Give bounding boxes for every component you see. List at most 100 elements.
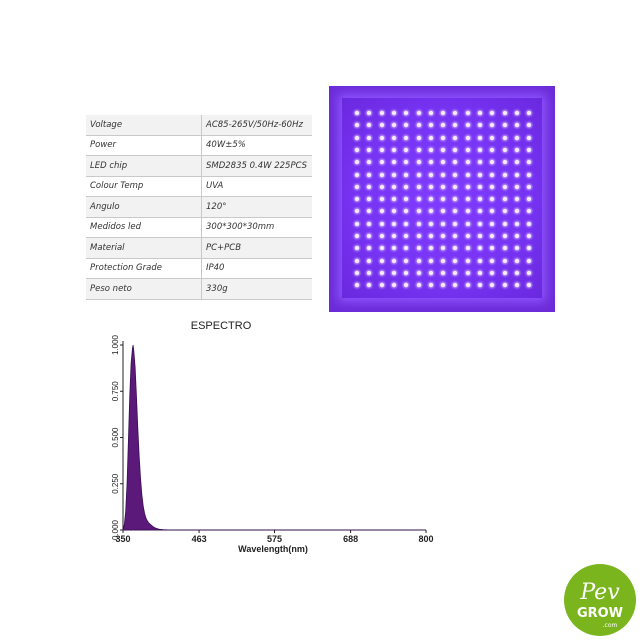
spec-key: Angulo <box>86 196 202 218</box>
led-dot <box>367 135 372 140</box>
led-dot <box>527 209 532 214</box>
led-dot <box>428 209 433 214</box>
led-dot <box>441 160 446 165</box>
led-dot <box>441 270 446 275</box>
led-dot <box>441 209 446 214</box>
led-dot <box>502 147 507 152</box>
led-dot <box>367 111 372 115</box>
led-dot <box>355 160 359 165</box>
led-dot <box>441 135 446 140</box>
led-dot <box>404 147 409 152</box>
led-dot <box>465 135 470 140</box>
led-dot <box>391 209 396 214</box>
led-dot <box>416 258 421 263</box>
spec-key: Medidos led <box>86 217 202 238</box>
led-dot <box>441 246 446 251</box>
uv-panel-photo <box>329 86 555 312</box>
spec-value: 120° <box>201 196 312 218</box>
led-dot <box>490 221 495 226</box>
led-dot <box>404 258 409 263</box>
led-dot <box>490 283 495 288</box>
spec-row: Colour Temp UVA <box>86 176 312 197</box>
led-dot <box>478 160 482 165</box>
led-dot <box>379 221 384 226</box>
led-dot <box>527 258 532 263</box>
spec-table: Voltage AC85-265V/50Hz-60Hz Power 40W±5% LED… <box>86 115 312 300</box>
led-dot <box>379 270 384 275</box>
spectrum-area <box>122 344 426 531</box>
led-dot <box>355 123 359 128</box>
led-dot <box>502 135 507 140</box>
led-dot <box>441 123 446 128</box>
led-dot <box>367 258 372 263</box>
led-dot <box>367 209 372 214</box>
led-dot <box>502 172 507 177</box>
led-dot <box>416 246 421 251</box>
y-tick-label: 0.000 <box>111 519 120 540</box>
led-dot <box>502 270 507 275</box>
led-dot <box>404 197 409 202</box>
led-dot <box>465 147 470 152</box>
y-tick-label: 1.000 <box>111 334 120 355</box>
led-dot <box>490 270 495 275</box>
spec-key: Colour Temp <box>86 176 202 197</box>
led-dot <box>428 111 433 115</box>
spec-row: Voltage AC85-265V/50Hz-60Hz <box>86 115 312 136</box>
led-dot <box>514 147 519 152</box>
led-dot <box>355 258 359 263</box>
led-dot <box>502 234 507 238</box>
led-dot <box>453 221 458 226</box>
led-dot <box>502 197 507 202</box>
led-dot <box>502 283 507 288</box>
led-dot <box>490 111 495 115</box>
led-dot <box>367 283 372 288</box>
led-dot <box>416 123 421 128</box>
led-dot <box>404 283 409 288</box>
led-dot <box>416 270 421 275</box>
led-dot <box>514 111 519 115</box>
led-dot <box>502 111 507 115</box>
led-dot <box>465 234 470 238</box>
led-dot <box>404 123 409 128</box>
led-dot <box>428 184 433 189</box>
spec-key: Protection Grade <box>86 258 202 279</box>
led-dot <box>391 135 396 140</box>
led-dot <box>453 258 458 263</box>
led-dot <box>490 147 495 152</box>
led-dot <box>490 160 495 165</box>
led-dot <box>502 160 507 165</box>
led-dot <box>514 184 519 189</box>
led-dot <box>527 135 532 140</box>
led-dot <box>490 123 495 128</box>
led-dot <box>416 147 421 152</box>
led-dot <box>416 172 421 177</box>
led-dot <box>441 234 446 238</box>
led-dot <box>416 283 421 288</box>
y-tick-label: 0.750 <box>111 381 120 402</box>
led-dot <box>367 172 372 177</box>
spec-row: Medidos led 300*300*30mm <box>86 217 312 238</box>
led-dot <box>441 111 446 115</box>
led-dot <box>441 184 446 189</box>
led-dot <box>367 123 372 128</box>
led-dot <box>527 160 532 165</box>
led-dot <box>379 283 384 288</box>
led-dot <box>527 172 532 177</box>
led-dot <box>379 184 384 189</box>
led-dot <box>527 246 532 251</box>
led-dot <box>465 197 470 202</box>
led-dot <box>391 184 396 189</box>
led-dot <box>502 123 507 128</box>
led-dot <box>490 234 495 238</box>
led-dot <box>379 246 384 251</box>
led-dot <box>478 123 482 128</box>
led-dot <box>453 135 458 140</box>
led-dot <box>416 111 421 115</box>
led-dot <box>514 160 519 165</box>
spec-value: PC+PCB <box>201 237 312 259</box>
led-dot <box>367 234 372 238</box>
led-dot <box>453 160 458 165</box>
led-dot <box>465 258 470 263</box>
led-dot <box>428 123 433 128</box>
chart-marks <box>122 344 426 531</box>
